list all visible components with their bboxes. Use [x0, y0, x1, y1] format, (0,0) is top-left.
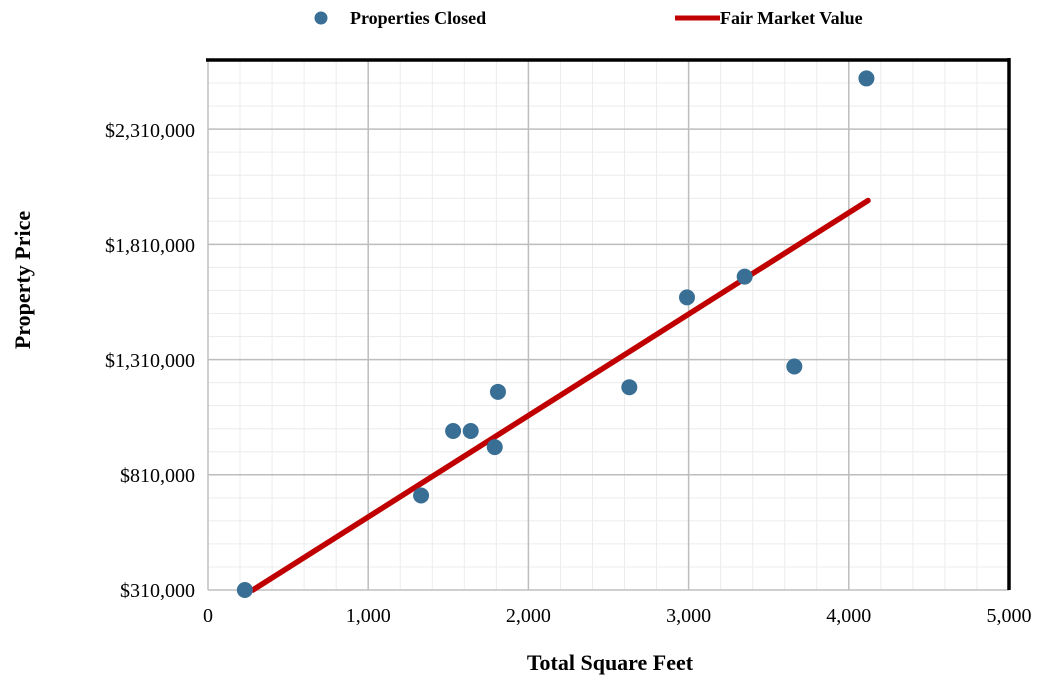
y-axis-title: Property Price	[10, 211, 35, 349]
x-axis-title: Total Square Feet	[527, 650, 694, 675]
scatter-point	[786, 358, 803, 375]
minor-gridlines	[208, 59, 1009, 590]
scatter-point	[858, 70, 875, 87]
y-tick-label: $310,000	[120, 580, 195, 602]
legend: Properties Closed Fair Market Value	[314, 8, 863, 28]
y-tick-label: $1,310,000	[105, 350, 195, 372]
trend-line	[250, 197, 871, 593]
scatter-point	[678, 289, 695, 306]
legend-item-properties-closed: Properties Closed	[314, 8, 486, 28]
major-gridlines	[208, 60, 1009, 590]
x-tick-label: 0	[203, 605, 213, 627]
x-tick-label: 2,000	[506, 605, 551, 627]
scatter-point	[462, 423, 479, 439]
scatter-point	[736, 268, 753, 285]
x-tick-label: 3,000	[666, 605, 711, 627]
y-tick-label: $1,810,000	[105, 235, 195, 257]
legend-marker-properties-closed	[314, 11, 328, 25]
scatter-point	[413, 487, 430, 504]
x-tick-label: 4,000	[826, 605, 871, 627]
scatter-point	[445, 423, 462, 439]
legend-item-fair-market-value: Fair Market Value	[675, 8, 863, 28]
legend-label-properties-closed: Properties Closed	[350, 8, 486, 28]
plot-background	[208, 60, 1009, 590]
scatter-point	[486, 439, 503, 456]
y-tick-label: $2,310,000	[105, 120, 195, 142]
scatter-points-series	[236, 70, 875, 598]
legend-label-fair-market-value: Fair Market Value	[720, 8, 863, 28]
scatter-point	[621, 379, 638, 396]
x-tick-label: 1,000	[346, 605, 391, 627]
x-tick-label: 5,000	[987, 605, 1032, 627]
scatter-point	[489, 383, 506, 400]
trend-line-series	[250, 197, 871, 593]
scatter-point	[236, 582, 253, 598]
y-tick-label: $810,000	[120, 465, 195, 487]
